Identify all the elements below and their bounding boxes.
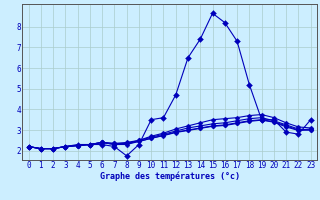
X-axis label: Graphe des températures (°c): Graphe des températures (°c) [100,172,240,181]
